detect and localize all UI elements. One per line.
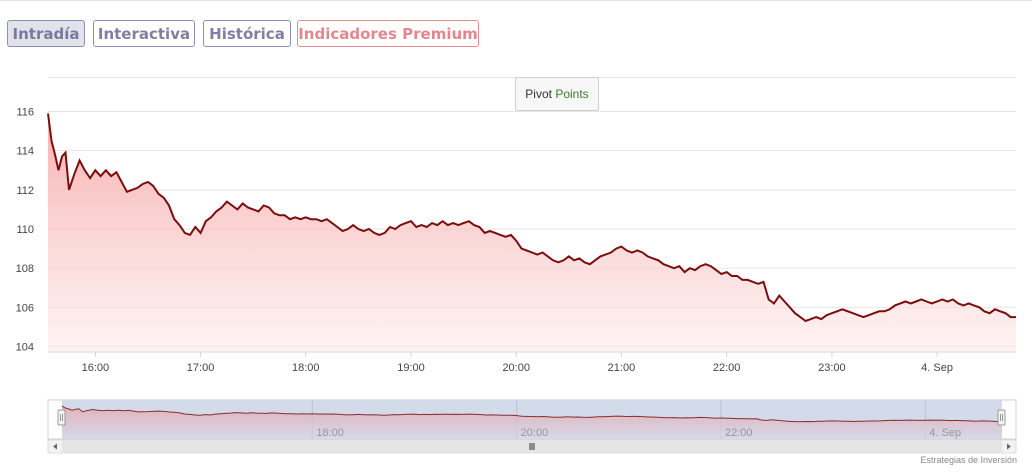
tab-indicadores-premium[interactable]: Indicadores Premium: [297, 20, 479, 47]
price-area-fill: [48, 113, 1016, 352]
x-tick-label: 16:00: [82, 362, 110, 374]
pivot-points-button[interactable]: Pivot Points: [515, 77, 599, 111]
x-axis-labels: 16:00 17:00 18:00 19:00 20:00 21:00 22:00 23:00…: [82, 352, 953, 374]
y-tick-label: 116: [16, 107, 34, 119]
x-tick-label: 19:00: [397, 362, 425, 374]
y-tick-label: 108: [16, 263, 34, 275]
points-label: Points: [555, 87, 589, 101]
navigator-tick-label: 22:00: [725, 427, 753, 439]
y-tick-label: 112: [16, 185, 34, 197]
navigator-tick-label: 18:00: [316, 427, 344, 439]
tab-interactiva[interactable]: Interactiva: [93, 20, 195, 47]
navigator-line: [61, 405, 1002, 423]
y-tick-label: 114: [16, 146, 34, 158]
x-tick-label: 4. Sep: [921, 362, 953, 374]
scroll-left-arrow-icon[interactable]: [53, 443, 57, 450]
navigator-tick-label: 20:00: [521, 427, 549, 439]
pivot-label: Pivot: [525, 87, 552, 101]
x-tick-label: 21:00: [608, 362, 636, 374]
navigator-x-labels: 18:00 20:00 22:00 4. Sep: [316, 427, 961, 439]
tab-historica[interactable]: Histórica: [203, 20, 291, 47]
navigator-handle-left[interactable]: [57, 409, 66, 426]
top-border: [0, 0, 1032, 1]
tab-intradia[interactable]: Intradía: [7, 20, 85, 47]
y-axis-labels: 104 106 108 110 112 114 116: [16, 107, 34, 354]
scrollbar-grip-icon: [529, 443, 535, 450]
navigator-handle-right[interactable]: [997, 409, 1006, 426]
x-tick-label: 23:00: [818, 362, 846, 374]
x-tick-label: 17:00: [187, 362, 215, 374]
navigator-tick-label: 4. Sep: [929, 427, 961, 439]
y-tick-label: 110: [16, 224, 34, 236]
y-tick-label: 104: [16, 342, 34, 354]
x-tick-label: 22:00: [713, 362, 741, 374]
y-tick-label: 106: [16, 302, 34, 314]
price-line: [47, 113, 1016, 323]
chart-credit: Estrategias de Inversión: [920, 455, 1017, 465]
navigator-area: [62, 405, 1002, 437]
x-tick-label: 20:00: [502, 362, 530, 374]
scroll-right-arrow-icon[interactable]: [1007, 443, 1011, 450]
x-tick-label: 18:00: [292, 362, 320, 374]
